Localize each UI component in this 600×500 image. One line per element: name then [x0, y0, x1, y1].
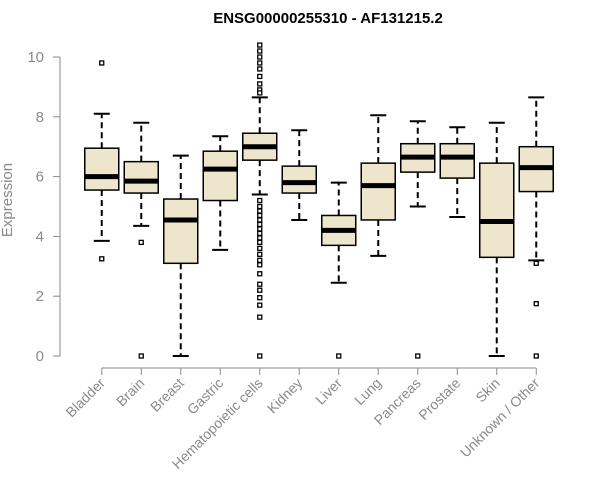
x-tick-label: Skin — [472, 375, 503, 406]
box-body — [479, 162, 515, 259]
box-body — [360, 162, 396, 221]
outlier-point — [257, 295, 263, 301]
box-series — [84, 42, 554, 359]
x-tick-label: Breast — [147, 375, 187, 415]
outlier-point — [533, 301, 539, 307]
outlier-point — [257, 42, 263, 48]
outlier-point — [257, 90, 263, 96]
chart-title: ENSG00000255310 - AF131215.2 — [213, 10, 443, 27]
outlier-point — [257, 230, 263, 237]
outlier-point — [257, 60, 263, 66]
box-hematopoietic-cells — [242, 42, 278, 359]
box-body — [281, 165, 317, 194]
box-breast — [163, 154, 199, 357]
y-tick-label: 2 — [36, 288, 44, 305]
outlier-point — [257, 257, 263, 263]
y-axis-label: Expression — [0, 163, 16, 237]
y-tick-label: 4 — [36, 228, 44, 245]
outlier-point — [257, 81, 263, 87]
outlier-point — [257, 73, 263, 80]
outlier-point — [257, 208, 263, 214]
box-bladder — [84, 60, 120, 262]
box-lung — [360, 114, 396, 257]
outlier-point — [257, 353, 263, 359]
y-tick-label: 6 — [36, 169, 44, 186]
outlier-point — [257, 271, 263, 277]
x-tick-label: Liver — [312, 375, 345, 408]
outlier-point — [138, 239, 144, 246]
outlier-point — [257, 226, 263, 232]
outlier-point — [257, 314, 263, 320]
outlier-point — [257, 281, 263, 287]
box-pancreas — [400, 120, 436, 359]
box-body — [84, 147, 120, 191]
x-tick-label: Lung — [351, 375, 384, 408]
outlier-point — [257, 302, 263, 308]
outlier-point — [257, 203, 263, 210]
x-tick-label: Prostate — [415, 375, 463, 423]
box-body — [123, 160, 159, 194]
outlier-point — [336, 353, 342, 359]
outlier-point — [257, 221, 263, 228]
outlier-point — [415, 353, 421, 359]
box-brain — [123, 121, 159, 359]
outlier-point — [257, 235, 263, 241]
y-tick-label: 10 — [27, 49, 44, 66]
outlier-point — [533, 353, 539, 359]
outlier-point — [257, 245, 263, 252]
y-tick-label: 8 — [36, 109, 44, 126]
outlier-point — [257, 54, 263, 60]
x-tick-label: Kidney — [264, 375, 306, 417]
box-body — [202, 150, 238, 202]
x-tick-label: Bladder — [62, 375, 108, 421]
box-skin — [479, 121, 515, 357]
outlier-point — [257, 262, 263, 268]
outlier-point — [257, 217, 263, 223]
box-gastric — [202, 135, 238, 251]
outlier-point — [257, 66, 263, 72]
outlier-point — [257, 197, 263, 204]
box-body — [163, 198, 199, 265]
outlier-point — [138, 353, 144, 359]
outlier-point — [257, 48, 263, 54]
box-kidney — [281, 129, 317, 221]
outlier-point — [257, 251, 263, 257]
outlier-point — [99, 256, 105, 262]
box-prostate — [439, 126, 475, 218]
outlier-point — [257, 239, 263, 246]
box-body — [439, 142, 475, 179]
y-axis: 0 2 4 6 8 10 — [27, 49, 61, 365]
outlier-point — [257, 287, 263, 293]
outlier-point — [99, 60, 105, 66]
outlier-point — [257, 212, 263, 219]
y-tick-label: 0 — [36, 348, 44, 365]
box-unknown-other — [518, 96, 554, 359]
x-tick-label: Brain — [113, 375, 147, 409]
box-liver — [321, 181, 357, 359]
outlier-point — [533, 260, 539, 266]
